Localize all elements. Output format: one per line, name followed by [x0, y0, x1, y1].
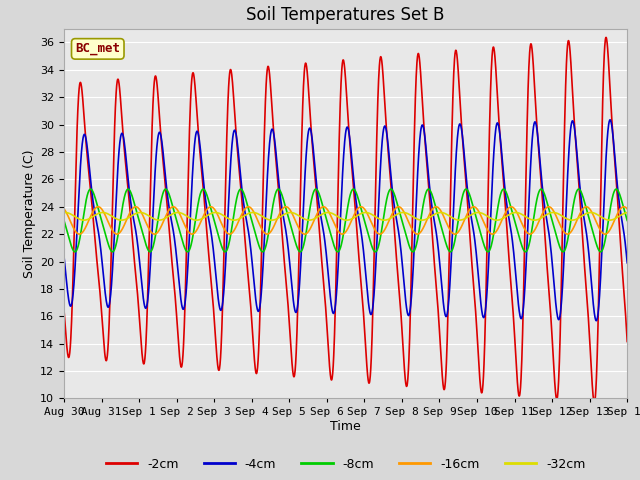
- -8cm: [60, 217, 68, 223]
- -32cm: [574, 216, 582, 221]
- -8cm: [623, 217, 631, 223]
- -8cm: [71, 249, 79, 255]
- Line: -2cm: -2cm: [64, 37, 627, 403]
- -4cm: [60, 253, 68, 259]
- Y-axis label: Soil Temperature (C): Soil Temperature (C): [23, 149, 36, 278]
- -2cm: [217, 346, 225, 351]
- -2cm: [60, 307, 68, 313]
- -8cm: [574, 187, 582, 192]
- -32cm: [249, 210, 257, 216]
- -2cm: [573, 160, 581, 166]
- -32cm: [510, 210, 518, 216]
- -32cm: [362, 210, 370, 216]
- -16cm: [623, 206, 631, 212]
- -2cm: [509, 311, 517, 316]
- -2cm: [602, 35, 610, 40]
- -32cm: [623, 210, 631, 216]
- -8cm: [509, 214, 517, 219]
- -16cm: [375, 231, 383, 237]
- Line: -32cm: -32cm: [64, 213, 627, 220]
- -16cm: [76, 231, 83, 237]
- -16cm: [362, 209, 370, 215]
- -16cm: [60, 206, 68, 212]
- -2cm: [623, 338, 631, 344]
- -2cm: [362, 347, 370, 353]
- -4cm: [362, 273, 370, 278]
- -32cm: [375, 216, 383, 221]
- -16cm: [589, 213, 597, 218]
- -16cm: [218, 221, 225, 227]
- -32cm: [589, 210, 597, 216]
- -4cm: [509, 245, 517, 251]
- -4cm: [592, 318, 600, 324]
- -32cm: [230, 217, 238, 223]
- -4cm: [217, 307, 225, 313]
- -16cm: [510, 205, 518, 211]
- -8cm: [218, 242, 225, 248]
- -2cm: [589, 392, 597, 398]
- -4cm: [573, 156, 581, 161]
- Line: -16cm: -16cm: [64, 207, 627, 234]
- -4cm: [623, 260, 631, 265]
- -32cm: [217, 211, 225, 217]
- X-axis label: Time: Time: [330, 420, 361, 433]
- -2cm: [374, 90, 382, 96]
- -32cm: [60, 210, 68, 216]
- -16cm: [94, 204, 102, 210]
- -4cm: [606, 117, 614, 123]
- -8cm: [362, 224, 370, 229]
- Legend: -2cm, -4cm, -8cm, -16cm, -32cm: -2cm, -4cm, -8cm, -16cm, -32cm: [100, 453, 591, 476]
- Line: -4cm: -4cm: [64, 120, 627, 321]
- Line: -8cm: -8cm: [64, 189, 627, 252]
- -4cm: [374, 214, 382, 219]
- -8cm: [612, 186, 620, 192]
- -8cm: [589, 230, 597, 236]
- -16cm: [574, 215, 582, 221]
- -4cm: [589, 299, 597, 304]
- -2cm: [591, 400, 598, 406]
- Text: BC_met: BC_met: [76, 42, 120, 55]
- Title: Soil Temperatures Set B: Soil Temperatures Set B: [246, 6, 445, 24]
- -8cm: [374, 244, 382, 250]
